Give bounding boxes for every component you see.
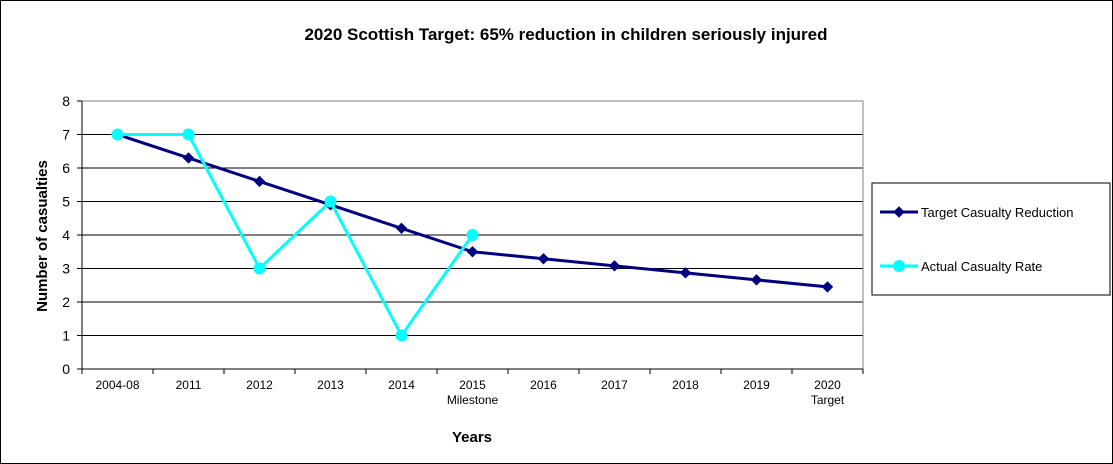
data-point-actual-casualty-rate — [182, 128, 195, 141]
y-tick-label: 4 — [62, 227, 70, 243]
x-tick-label: 2004-08 — [95, 378, 139, 392]
x-axis-title: Years — [452, 429, 492, 446]
legend-marker-target-casualty-reduction — [893, 206, 905, 218]
legend-label-actual-casualty-rate: Actual Casualty Rate — [921, 259, 1042, 274]
y-tick-label: 6 — [62, 160, 70, 176]
data-point-actual-casualty-rate — [111, 128, 124, 141]
y-tick-label: 0 — [62, 361, 70, 377]
x-tick-label: 2012 — [246, 378, 273, 392]
data-point-actual-casualty-rate — [466, 229, 479, 241]
y-tick-label: 5 — [62, 194, 70, 210]
data-point-target-casualty-reduction — [821, 281, 834, 293]
data-point-actual-casualty-rate — [324, 195, 337, 208]
data-point-actual-casualty-rate — [253, 262, 266, 275]
data-point-target-casualty-reduction — [537, 253, 550, 265]
x-tick-label: 2013 — [317, 378, 344, 392]
y-tick-label: 2 — [62, 294, 70, 310]
x-tick-label: 2015 — [459, 378, 486, 392]
y-tick-label: 1 — [62, 328, 70, 344]
data-point-target-casualty-reduction — [679, 267, 692, 279]
x-tick-label: 2017 — [601, 378, 628, 392]
x-tick-label: 2018 — [672, 378, 699, 392]
data-point-target-casualty-reduction — [466, 246, 479, 258]
x-tick-label: Milestone — [447, 393, 499, 407]
x-tick-label: 2011 — [176, 378, 202, 392]
legend-marker-actual-casualty-rate — [893, 260, 905, 272]
series-line-actual-casualty-rate — [117, 133, 474, 337]
x-tick-label: 2020 — [814, 378, 841, 392]
data-point-target-casualty-reduction — [750, 274, 763, 286]
data-point-target-casualty-reduction — [253, 175, 266, 188]
data-point-target-casualty-reduction — [182, 152, 195, 164]
x-tick-label: 2016 — [530, 378, 557, 392]
data-point-target-casualty-reduction — [608, 260, 621, 272]
x-tick-label: 2019 — [743, 378, 770, 392]
chart-title: 2020 Scottish Target: 65% reduction in c… — [304, 25, 827, 44]
x-tick-label: Target — [811, 393, 845, 407]
y-tick-label: 8 — [62, 93, 70, 109]
x-tick-label: 2014 — [388, 378, 415, 392]
data-point-actual-casualty-rate — [395, 329, 408, 342]
y-tick-label: 7 — [62, 127, 70, 143]
y-tick-label: 3 — [62, 261, 70, 277]
data-point-target-casualty-reduction — [395, 222, 408, 235]
y-axis-title: Number of casualties — [34, 160, 51, 312]
legend-label-target-casualty-reduction: Target Casualty Reduction — [921, 205, 1073, 220]
legend-box — [871, 182, 1111, 296]
